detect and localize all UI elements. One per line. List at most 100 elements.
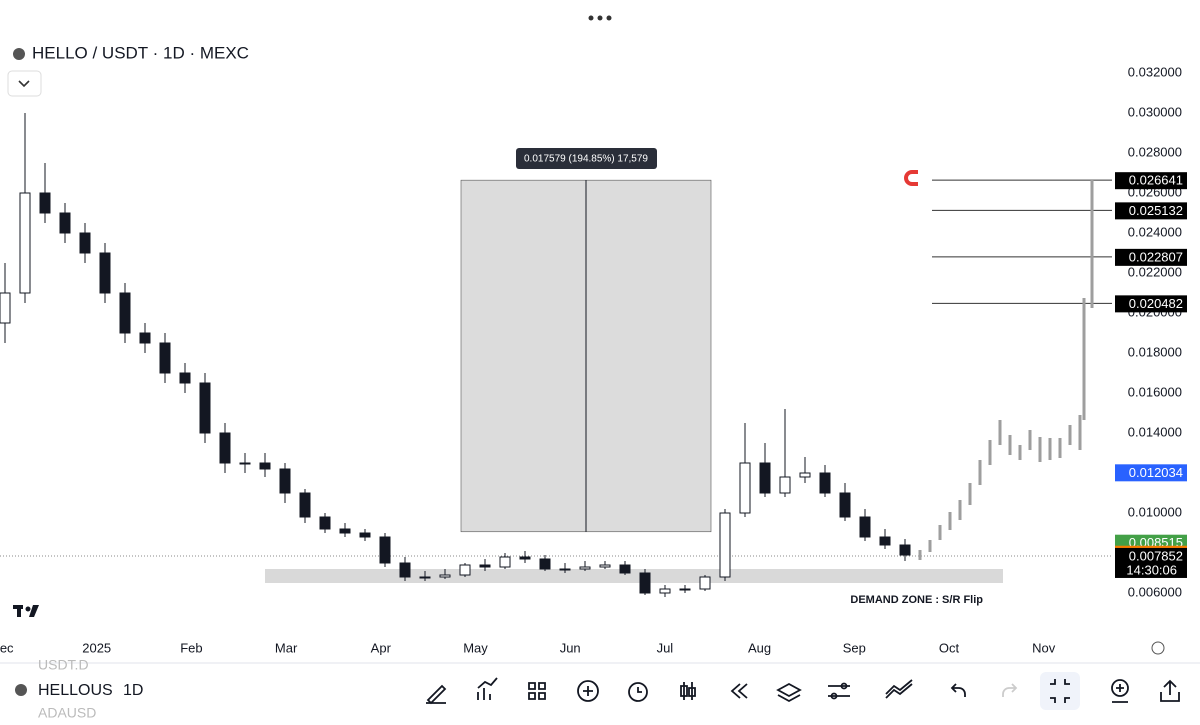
y-tick-label: 0.014000 <box>1128 424 1182 439</box>
candles-icon[interactable] <box>680 682 696 700</box>
price-tag-label: 0.022807 <box>1129 249 1183 264</box>
candle-body <box>99 252 111 294</box>
candle-body <box>859 516 871 538</box>
price-tag-label: 0.012034 <box>1129 465 1183 480</box>
candle-body <box>499 556 511 568</box>
trend-icon[interactable] <box>885 679 913 699</box>
measure-label: 0.017579 (194.85%) 17,579 <box>524 154 648 165</box>
redo-icon <box>1002 683 1018 697</box>
y-tick-label: 0.030000 <box>1128 104 1182 119</box>
candle-body <box>739 462 751 514</box>
alert-icon[interactable] <box>628 682 648 702</box>
x-tick-label: Aug <box>748 640 771 655</box>
countdown: 14:30:06 <box>1126 562 1177 577</box>
chart: 0.0320000.0300000.0280000.0260000.024000… <box>0 64 1187 655</box>
menu-dots[interactable] <box>588 15 612 21</box>
zone-label: DEMAND ZONE : S/R Flip <box>850 594 983 606</box>
price-tag <box>1115 464 1187 482</box>
candle-body <box>39 192 51 214</box>
candle-body <box>539 558 551 570</box>
demand-zone <box>265 569 1003 583</box>
candle-body <box>419 576 431 579</box>
candle-body <box>879 536 891 546</box>
add-icon[interactable] <box>577 680 599 702</box>
settings-icon[interactable] <box>1151 641 1165 655</box>
symbol-logo <box>13 48 25 60</box>
symbol-title: HELLO / USDT · 1D · MEXC <box>32 43 249 62</box>
x-tick-label: Dec <box>0 640 14 655</box>
price-tag-label: 0.026641 <box>1129 173 1183 188</box>
indicator-icon[interactable] <box>477 677 498 700</box>
candle-body <box>59 212 71 234</box>
candle-body <box>519 556 531 560</box>
candle-body <box>0 292 11 324</box>
candle-body <box>319 516 331 530</box>
undo-icon[interactable] <box>950 683 966 697</box>
candle-body <box>199 382 211 434</box>
collapse-button[interactable] <box>7 70 42 97</box>
tv-logo <box>13 605 39 617</box>
candle-body <box>139 332 151 344</box>
x-tick-label: Jul <box>657 640 674 655</box>
candle-body <box>119 292 131 334</box>
candle-body <box>399 562 411 578</box>
fullscreen-button[interactable] <box>1040 672 1080 710</box>
candle-body <box>339 528 351 534</box>
exit-fullscreen-icon <box>1050 679 1070 703</box>
candle-body <box>239 462 251 465</box>
candle-body <box>19 192 31 294</box>
candle-body <box>279 468 291 494</box>
candle-body <box>179 372 191 384</box>
layout-icon[interactable] <box>528 682 546 700</box>
layers-icon[interactable] <box>776 682 802 703</box>
candle-body <box>479 564 491 568</box>
candle-body <box>699 576 711 590</box>
footer-symbol[interactable]: HELLOUS <box>38 682 113 699</box>
y-tick-label: 0.028000 <box>1128 144 1182 159</box>
y-tick-label: 0.010000 <box>1128 504 1182 519</box>
candle-body <box>379 536 391 564</box>
footer-logo <box>15 684 27 696</box>
y-tick-label: 0.018000 <box>1128 344 1182 359</box>
magnet-icon[interactable] <box>904 170 918 186</box>
projection-bars <box>918 180 1094 560</box>
candle-body <box>579 566 591 570</box>
candle-body <box>899 544 911 556</box>
candle-body <box>819 472 831 494</box>
candle-body <box>439 574 451 578</box>
price-tag-label: 0.025132 <box>1129 203 1183 218</box>
candle-body <box>159 342 171 374</box>
draw-icon[interactable] <box>426 684 447 705</box>
candle-body <box>659 588 671 594</box>
candle-body <box>219 432 231 464</box>
candle-body <box>559 568 571 571</box>
candle-body <box>639 572 651 594</box>
x-tick-label: Mar <box>275 640 298 655</box>
watermark: USDT.D <box>38 657 89 673</box>
candle-body <box>839 492 851 518</box>
share-icon[interactable] <box>1160 679 1180 702</box>
x-tick-label: Jun <box>560 640 581 655</box>
replay-icon[interactable] <box>730 683 748 699</box>
footer-interval[interactable]: 1D <box>123 682 143 699</box>
x-tick-label: May <box>463 640 488 655</box>
candle-body <box>599 564 611 568</box>
candle-body <box>759 462 771 494</box>
price-tag <box>1115 172 1187 190</box>
candle-body <box>79 232 91 254</box>
y-tick-label: 0.016000 <box>1128 384 1182 399</box>
x-tick-label: 2025 <box>82 640 111 655</box>
object-tree-icon[interactable] <box>1111 679 1129 697</box>
candle-body <box>259 462 271 470</box>
candle-body <box>719 512 731 578</box>
candle-body <box>619 564 631 574</box>
candle-body <box>359 532 371 538</box>
y-tick-label: 0.022000 <box>1128 264 1182 279</box>
y-tick-label: 0.032000 <box>1128 64 1182 79</box>
candle-body <box>679 588 691 591</box>
candle-body <box>799 472 811 478</box>
x-tick-label: Nov <box>1032 640 1056 655</box>
watermark: ADAUSD <box>38 705 96 720</box>
x-tick-label: Oct <box>939 640 960 655</box>
